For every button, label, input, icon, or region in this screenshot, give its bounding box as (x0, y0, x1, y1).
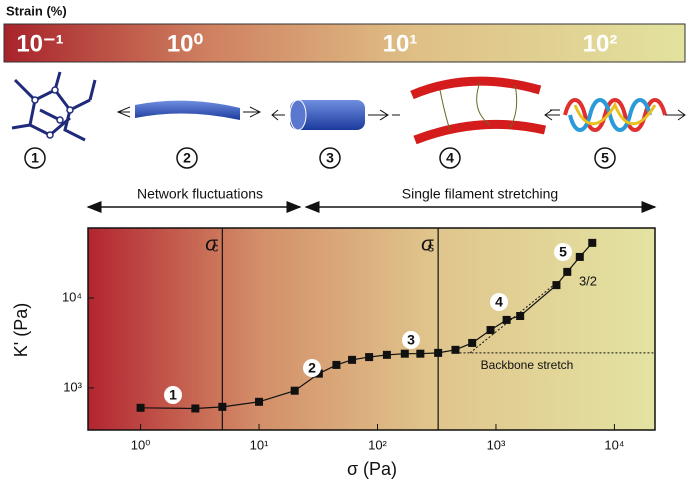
strain-tick-label: 10¹ (383, 30, 418, 57)
stage-badge (303, 359, 321, 377)
x-axis-label: σ (Pa) (347, 459, 397, 479)
regime-label: Network fluctuations (137, 186, 263, 202)
helix-icon (544, 98, 686, 132)
data-point (516, 312, 525, 321)
regime-label: Single filament stretching (402, 186, 558, 202)
strain-label: Strain (%) (6, 3, 67, 18)
data-point (191, 404, 200, 413)
data-point (365, 353, 374, 362)
x-tick-label: 10² (368, 437, 387, 452)
stage-badge (164, 386, 182, 404)
data-point (332, 360, 341, 369)
strain-tick-label: 10⁻¹ (16, 30, 63, 57)
data-point (588, 238, 597, 247)
stage-circle (319, 147, 341, 169)
stage-badge-label: 5 (559, 244, 567, 260)
data-point (416, 349, 425, 358)
data-point (575, 252, 584, 261)
backbone-label: Backbone stretch (481, 358, 574, 372)
stage-number: 2 (183, 150, 191, 166)
filament-icon (116, 100, 262, 120)
network-icon (11, 71, 97, 142)
data-point (563, 267, 572, 276)
data-point (552, 281, 561, 290)
slope-label: 3/2 (579, 273, 597, 288)
y-axis-label: K' (Pa) (11, 303, 31, 357)
strain-colorbar (3, 23, 686, 63)
data-point (434, 348, 443, 357)
stage-badge-label: 1 (169, 387, 177, 403)
data-point (400, 349, 409, 358)
data-point (218, 402, 227, 411)
data-line (140, 242, 593, 410)
x-tick-label: 10³ (487, 437, 506, 452)
stage-number: 4 (446, 150, 454, 166)
x-tick-label: 10¹ (250, 437, 269, 452)
data-point (290, 386, 299, 395)
y-tick-label: 10³ (63, 379, 82, 394)
crosslinked-filaments-icon (392, 76, 560, 145)
data-point (136, 403, 145, 412)
threshold-sub: c (212, 239, 219, 254)
cylinder-icon (271, 99, 389, 131)
threshold-symbol: σ (205, 233, 218, 255)
stage-circle (24, 147, 46, 169)
data-point (486, 326, 495, 335)
stage-badge (490, 293, 508, 311)
stage-badge (554, 243, 572, 261)
stage-circle (594, 147, 616, 169)
stage-badge-label: 3 (407, 332, 415, 348)
threshold-sub: s (428, 239, 435, 254)
data-point (255, 397, 264, 406)
threshold-symbol: σ (421, 233, 434, 255)
stage-badge-label: 2 (308, 360, 316, 376)
data-point (382, 350, 391, 359)
data-point (502, 315, 511, 324)
x-tick-label: 10⁰ (131, 437, 151, 452)
stage-number: 5 (601, 150, 609, 166)
strain-tick-label: 10² (583, 30, 618, 57)
stage-number: 3 (326, 150, 334, 166)
strain-tick-label: 10⁰ (167, 30, 204, 57)
y-tick-label: 10⁴ (62, 289, 82, 304)
data-point (451, 345, 460, 354)
data-point (348, 355, 357, 364)
stage-circle (176, 147, 198, 169)
plot-area (87, 227, 656, 431)
stage-number: 1 (31, 150, 39, 166)
stage-badge-label: 4 (495, 294, 503, 310)
stage-circle (439, 147, 461, 169)
stage-badge (402, 331, 420, 349)
data-point (468, 338, 477, 347)
x-tick-label: 10⁴ (604, 437, 624, 452)
slope-line (469, 279, 561, 354)
